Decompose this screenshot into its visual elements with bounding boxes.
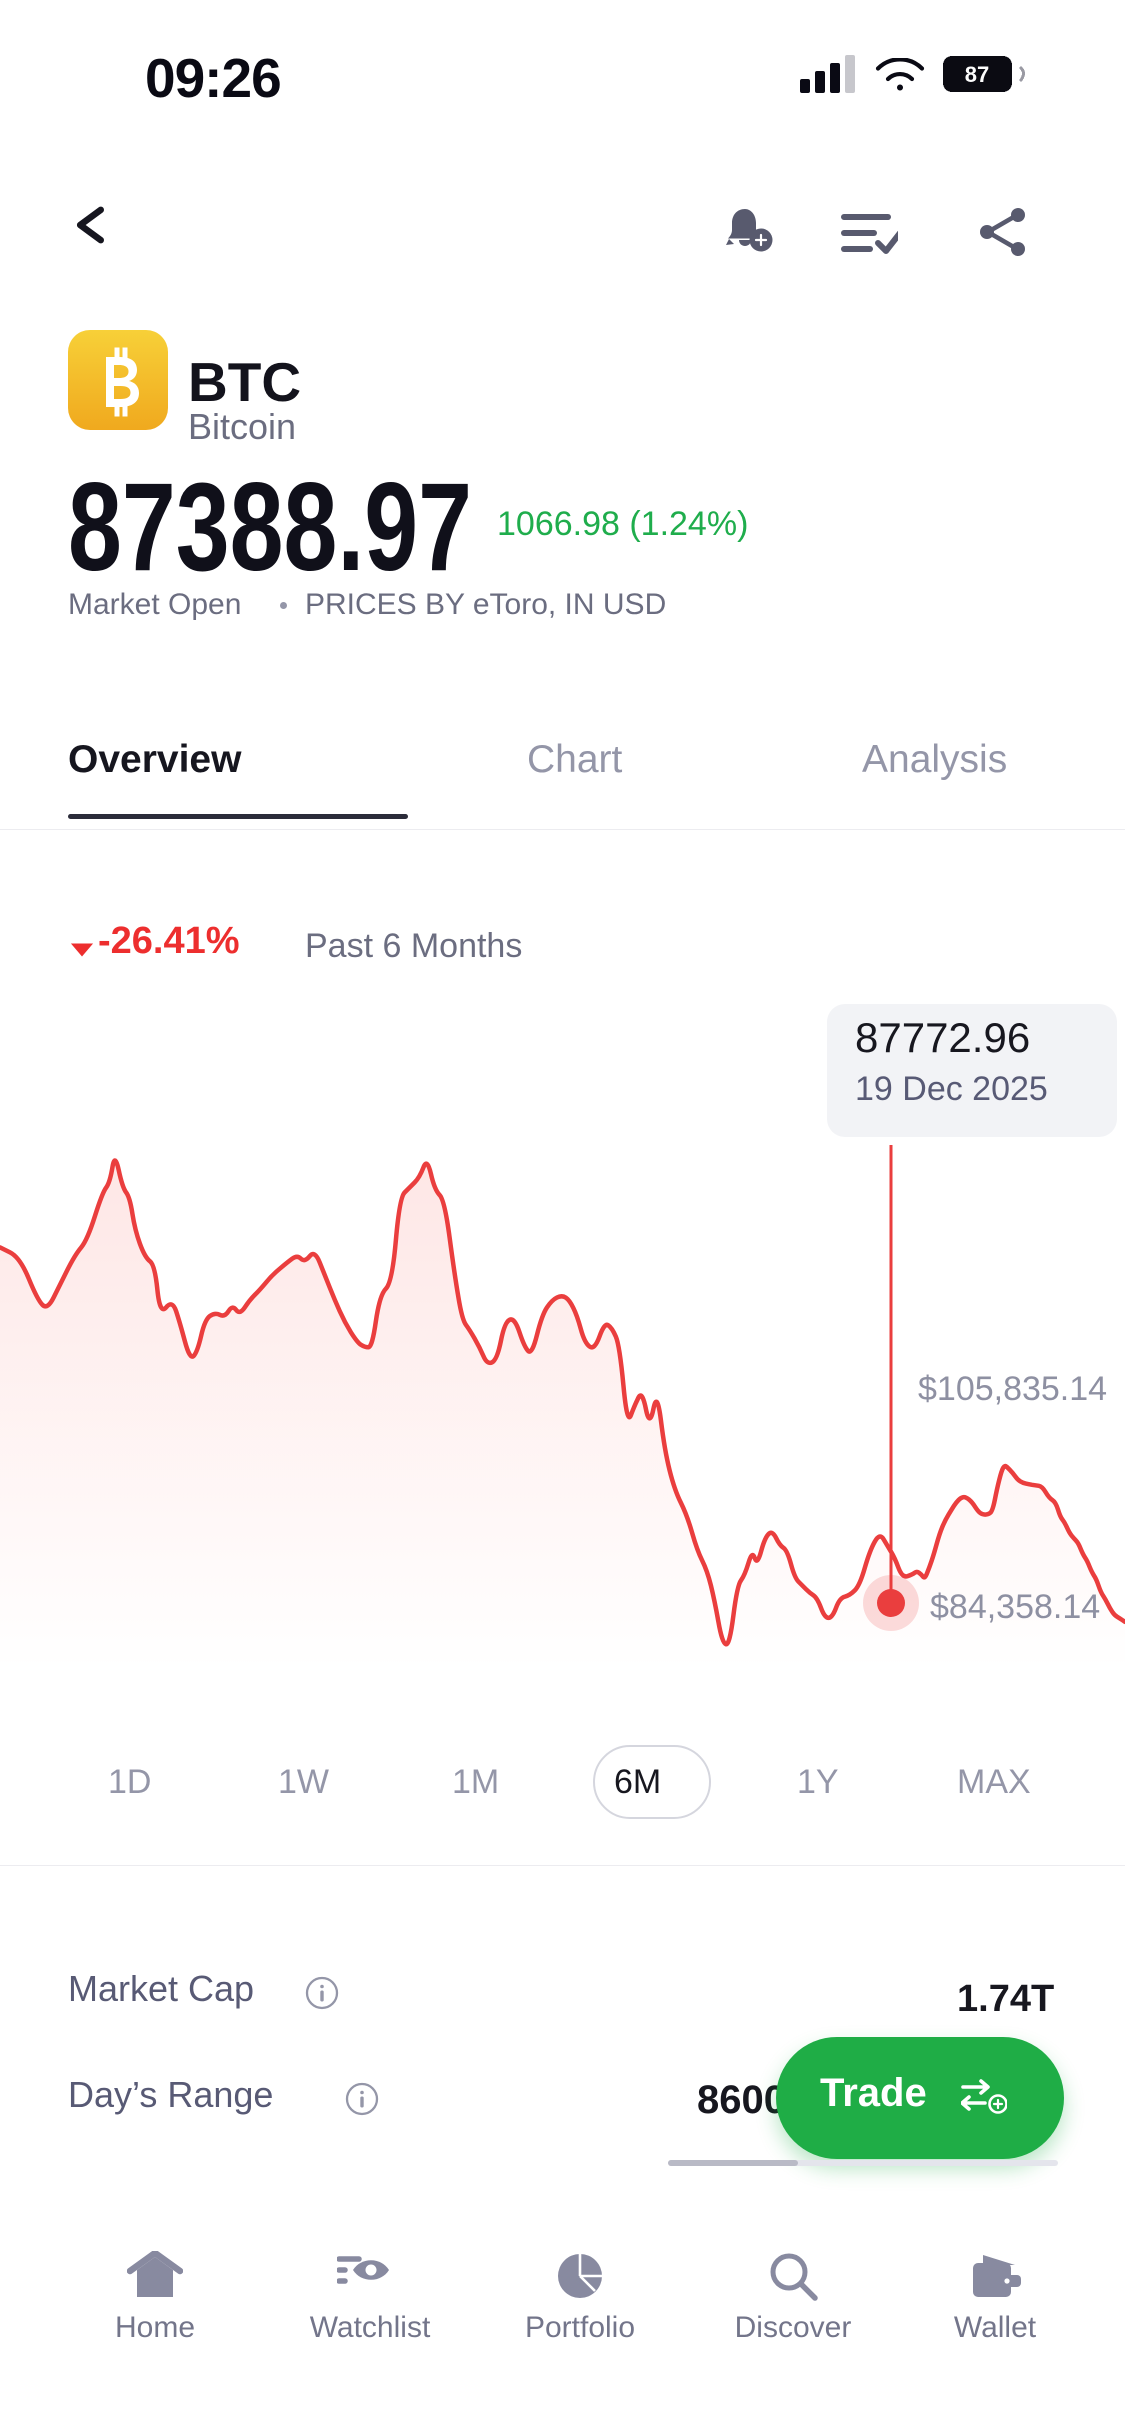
svg-text:87: 87: [965, 62, 989, 87]
